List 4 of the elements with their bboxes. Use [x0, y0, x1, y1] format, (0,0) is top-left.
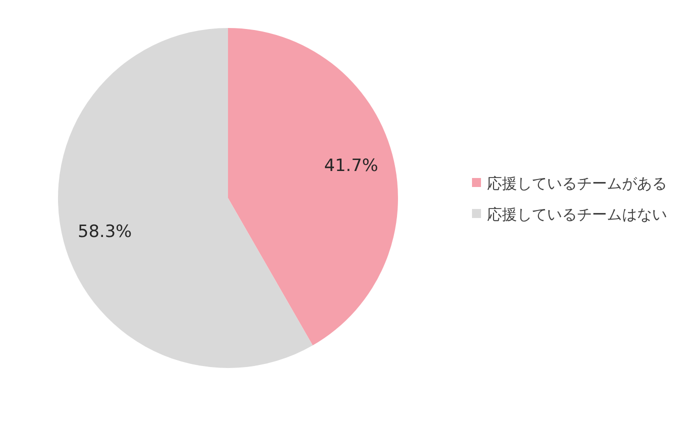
legend-label: 応援しているチームがある	[487, 174, 667, 192]
legend-label: 応援しているチームはない	[487, 206, 667, 224]
data-label: 58.3%	[78, 222, 132, 242]
data-label: 41.7%	[324, 156, 378, 176]
